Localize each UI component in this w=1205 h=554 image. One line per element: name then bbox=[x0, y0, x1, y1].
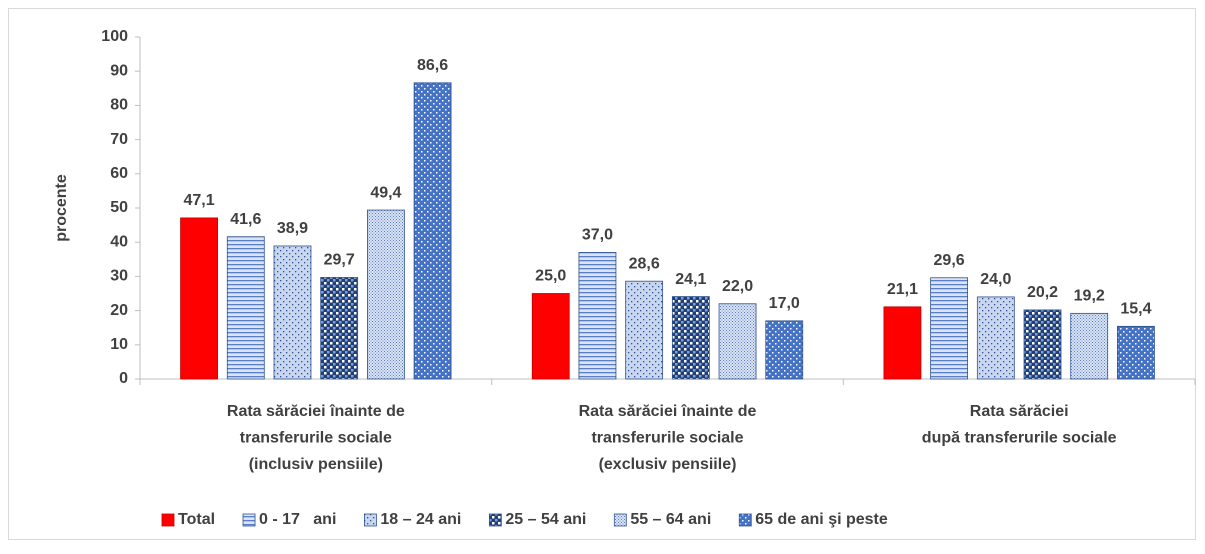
y-tick-label: 70 bbox=[110, 131, 128, 148]
value-label: 86,6 bbox=[417, 57, 448, 74]
frame bbox=[8, 8, 1196, 540]
legend-label: 55 – 64 ani bbox=[630, 511, 711, 528]
legend-label: 0 - 17 ani bbox=[259, 511, 336, 528]
bar bbox=[226, 236, 265, 380]
value-label: 28,6 bbox=[629, 255, 660, 272]
value-label: 47,1 bbox=[184, 192, 215, 209]
bar bbox=[273, 245, 312, 380]
y-tick-label: 90 bbox=[110, 62, 128, 79]
y-tick-label: 20 bbox=[110, 302, 128, 319]
value-label: 17,0 bbox=[769, 295, 800, 312]
legend-label: Total bbox=[178, 511, 215, 528]
bar bbox=[765, 320, 804, 380]
bar bbox=[578, 252, 617, 380]
value-label: 29,6 bbox=[934, 252, 965, 269]
bar bbox=[320, 277, 359, 380]
x-tick-label: Rata sărăciei după transferurile sociale bbox=[922, 403, 1117, 447]
value-label: 21,1 bbox=[887, 281, 918, 298]
bar bbox=[180, 217, 218, 380]
legend-swatch bbox=[738, 513, 752, 527]
y-tick-label: 30 bbox=[110, 268, 128, 285]
bar bbox=[413, 82, 452, 380]
bar bbox=[976, 296, 1015, 380]
y-tick-label: 100 bbox=[101, 28, 128, 45]
legend-label: 25 – 54 ani bbox=[505, 511, 586, 528]
legend-label: 18 – 24 ani bbox=[380, 511, 461, 528]
y-tick-label: 60 bbox=[110, 165, 128, 182]
y-axis-label: procente bbox=[53, 174, 70, 242]
y-tick-label: 10 bbox=[110, 336, 128, 353]
x-tick-label: Rata sărăciei înainte de transferurile so… bbox=[227, 403, 405, 473]
value-label: 19,2 bbox=[1074, 288, 1105, 305]
value-label: 29,7 bbox=[324, 252, 355, 269]
legend-swatch bbox=[161, 513, 175, 527]
value-label: 38,9 bbox=[277, 220, 308, 237]
bar bbox=[1023, 309, 1062, 380]
value-label: 37,0 bbox=[582, 227, 613, 244]
value-label: 24,1 bbox=[675, 271, 706, 288]
legend-label: 65 de ani şi peste bbox=[755, 511, 888, 528]
y-tick-label: 50 bbox=[110, 199, 128, 216]
y-tick-label: 0 bbox=[119, 370, 128, 387]
legend-swatch bbox=[242, 513, 256, 527]
bar bbox=[1070, 312, 1109, 380]
legend-swatch bbox=[364, 513, 377, 527]
value-label: 41,6 bbox=[230, 211, 261, 228]
legend-swatch bbox=[488, 513, 502, 527]
value-label: 22,0 bbox=[722, 278, 753, 295]
value-label: 24,0 bbox=[980, 271, 1011, 288]
value-label: 49,4 bbox=[370, 184, 401, 201]
bar bbox=[930, 277, 969, 380]
bar bbox=[366, 209, 405, 380]
bar bbox=[883, 306, 922, 380]
x-tick-label: Rata sărăciei înainte de transferurile so… bbox=[579, 403, 757, 473]
value-label: 20,2 bbox=[1027, 284, 1058, 301]
y-tick-label: 40 bbox=[110, 233, 128, 250]
value-label: 15,4 bbox=[1120, 301, 1151, 318]
bar bbox=[531, 293, 570, 380]
bar bbox=[625, 280, 664, 380]
value-label: 25,0 bbox=[535, 268, 566, 285]
bar bbox=[671, 296, 710, 380]
bar bbox=[718, 303, 757, 380]
bar bbox=[1117, 325, 1155, 380]
legend-swatch bbox=[613, 513, 627, 527]
y-tick-label: 80 bbox=[110, 97, 128, 114]
